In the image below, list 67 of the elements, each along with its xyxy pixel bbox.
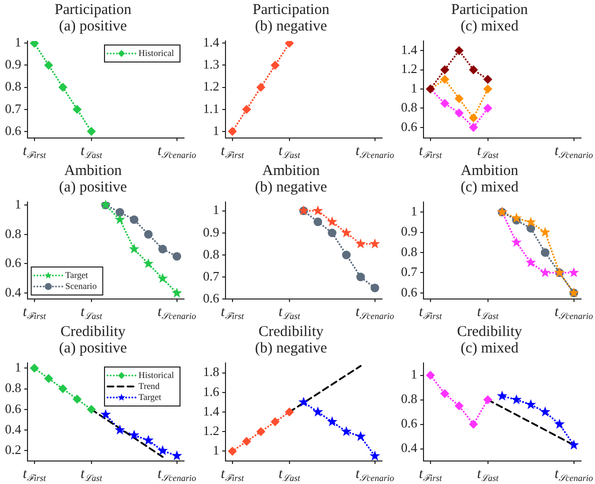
y-tick-label: 0.8 <box>203 246 220 262</box>
legend-label: Target <box>65 270 88 280</box>
y-tick-label: 1.3 <box>203 56 220 72</box>
y-tick-label: 0.6 <box>5 255 22 270</box>
y-tick-label: 1.2 <box>203 423 220 438</box>
y-tick-label: 0.8 <box>5 78 22 94</box>
chart-title: Participation <box>54 2 132 18</box>
y-tick-label: 0.7 <box>401 264 418 280</box>
y-tick-label: 0.6 <box>401 284 418 300</box>
y-tick-label: 0.9 <box>401 224 418 239</box>
chart-title: Participation <box>451 2 528 18</box>
chart-subtitle: (b) negative <box>254 340 328 357</box>
y-tick-label: 0.7 <box>203 268 220 284</box>
chart-title: Credibility <box>60 324 126 340</box>
y-tick-label: 1.4 <box>203 403 220 418</box>
y-tick-label: 0.6 <box>401 416 418 431</box>
y-tick-label: 0.8 <box>401 391 418 406</box>
y-tick-label: 0.8 <box>401 100 418 115</box>
chart-title: Credibility <box>258 324 324 340</box>
y-tick-label: 1 <box>410 80 418 96</box>
chart-subtitle: (a) positive <box>59 18 128 35</box>
legend-label: Historical <box>138 48 174 58</box>
legend-label: Target <box>138 392 162 402</box>
y-tick-label: 0.8 <box>401 244 418 259</box>
y-tick-label: 0.6 <box>401 118 418 134</box>
y-tick-label: 1.6 <box>203 384 220 399</box>
y-tick-label: 0.9 <box>203 224 220 240</box>
y-tick-label: 0.8 <box>5 380 22 396</box>
chart-subtitle: (c) mixed <box>460 340 519 357</box>
y-tick-label: 1 <box>212 202 220 218</box>
y-tick-label: 0.8 <box>5 226 22 241</box>
y-tick-label: 0.6 <box>203 290 220 306</box>
y-tick-label: 1 <box>410 366 418 382</box>
y-tick-label: 0.4 <box>5 284 22 300</box>
chart-subtitle: (a) positive <box>59 180 128 196</box>
chart-subtitle: (b) negative <box>254 180 328 196</box>
legend-label: Historical <box>138 370 174 380</box>
y-tick-label: 1 <box>14 360 22 375</box>
y-tick-label: 1 <box>14 196 22 212</box>
y-tick-label: 1.2 <box>203 78 220 94</box>
y-tick-label: 0.6 <box>5 122 22 138</box>
chart-title: Participation <box>252 2 330 18</box>
y-tick-label: 1.4 <box>203 34 220 50</box>
chart-title: Ambition <box>262 163 320 180</box>
y-tick-label: 1 <box>410 204 418 219</box>
legend-label: Scenario <box>65 280 98 291</box>
chart-title: Ambition <box>64 163 122 180</box>
y-tick-label: 1.4 <box>401 42 418 58</box>
chart-title: Ambition <box>460 163 519 180</box>
y-tick-label: 1.8 <box>203 364 220 380</box>
y-tick-label: 1 <box>212 122 220 138</box>
chart-subtitle: (b) negative <box>254 18 328 35</box>
y-tick-label: 0.4 <box>401 440 418 456</box>
chart-title: Credibility <box>457 324 522 340</box>
y-tick-label: 0.9 <box>5 56 22 72</box>
y-tick-label: 0.6 <box>5 400 22 416</box>
legend-label: Trend <box>138 380 160 391</box>
y-tick-label: 1.1 <box>203 100 220 116</box>
y-tick-label: 0.2 <box>5 442 22 458</box>
y-tick-label: 1 <box>212 442 220 458</box>
chart-subtitle: (c) mixed <box>460 18 519 35</box>
chart-subtitle: (a) positive <box>59 340 128 357</box>
y-tick-label: 1 <box>14 34 22 50</box>
chart-subtitle: (c) mixed <box>460 180 519 196</box>
y-tick-label: 0.4 <box>5 421 22 436</box>
y-tick-label: 0.7 <box>5 100 22 116</box>
y-tick-label: 1.2 <box>401 61 418 76</box>
